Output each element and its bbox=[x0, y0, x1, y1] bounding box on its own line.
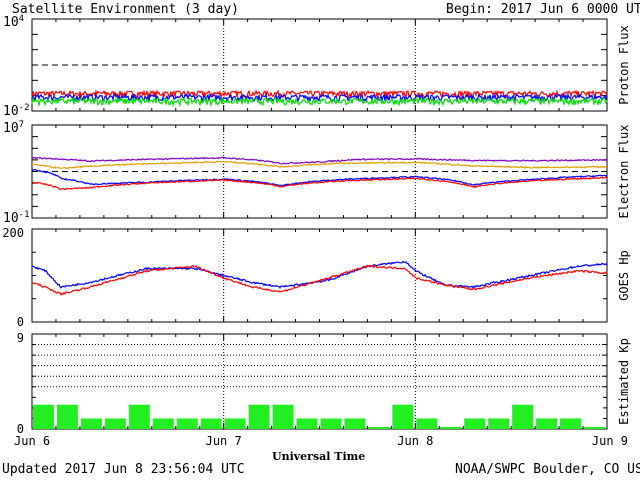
kp-bar bbox=[440, 426, 462, 429]
kp-bar bbox=[272, 404, 294, 429]
kp-bar bbox=[56, 404, 78, 429]
x-tick-label: Jun 8 bbox=[397, 434, 433, 448]
series-line-1 bbox=[31, 92, 608, 104]
panel-frame bbox=[31, 124, 608, 219]
panel-hp: 0 200 GOES Hp bbox=[2, 226, 631, 329]
y-tick-label: 107 bbox=[3, 120, 24, 136]
kp-bar bbox=[368, 426, 390, 429]
y-axis-label: Proton Flux bbox=[617, 25, 631, 104]
y-tick-label: 200 bbox=[2, 226, 24, 240]
kp-bar bbox=[200, 418, 222, 429]
kp-bar bbox=[416, 418, 438, 429]
kp-bar bbox=[248, 404, 270, 429]
y-tick-label: 9 bbox=[17, 331, 24, 345]
kp-bar bbox=[392, 404, 414, 429]
kp-bar bbox=[296, 418, 318, 429]
series-line-3 bbox=[32, 176, 608, 191]
x-axis-label: Universal Time bbox=[272, 450, 366, 463]
y-axis-label: Electron Flux bbox=[617, 125, 631, 219]
begin-timestamp: Begin: 2017 Jun 6 0000 UTC bbox=[446, 2, 640, 17]
kp-bar bbox=[584, 426, 605, 429]
credit-text: NOAA/SWPC Boulder, CO USA bbox=[455, 462, 640, 477]
series-line-0 bbox=[31, 156, 608, 165]
series-line-0 bbox=[32, 260, 608, 289]
x-tick-label: Jun 6 bbox=[14, 434, 50, 448]
updated-timestamp: Updated 2017 Jun 8 23:56:04 UTC bbox=[2, 462, 245, 477]
y-axis-label: GOES Hp bbox=[617, 250, 631, 301]
panel-kp: 0 9 Estimated Kp bbox=[17, 331, 631, 436]
x-tick-label: Jun 7 bbox=[206, 434, 242, 448]
kp-bar bbox=[104, 418, 126, 429]
kp-bar bbox=[176, 418, 198, 429]
series-line-1 bbox=[31, 264, 608, 296]
y-tick-label: 0 bbox=[17, 422, 24, 436]
y-tick-label: 0 bbox=[17, 315, 24, 329]
kp-bar bbox=[536, 418, 558, 429]
kp-bar bbox=[560, 418, 582, 429]
x-tick-label: Jun 9 bbox=[592, 434, 628, 448]
series-line-2 bbox=[31, 168, 608, 187]
kp-bar bbox=[464, 418, 486, 429]
y-axis-label: Estimated Kp bbox=[617, 338, 631, 425]
y-tick-label: 10-1 bbox=[3, 210, 30, 226]
panel-proton: 104 10-2 Proton Flux bbox=[3, 14, 631, 119]
kp-bar bbox=[512, 404, 534, 429]
kp-bar bbox=[128, 404, 150, 429]
y-tick-label: 104 bbox=[3, 14, 24, 30]
series-line-2 bbox=[31, 96, 608, 108]
kp-bar bbox=[33, 404, 54, 429]
kp-bar bbox=[152, 418, 174, 429]
y-tick-label: 10-2 bbox=[3, 103, 30, 119]
panel-electron: 107 10-1 Electron Flux bbox=[3, 120, 631, 226]
kp-bar bbox=[224, 418, 246, 429]
kp-bar bbox=[80, 418, 102, 429]
series-line-1 bbox=[32, 160, 607, 170]
kp-bar bbox=[344, 418, 366, 429]
kp-bar bbox=[488, 418, 510, 429]
kp-bar bbox=[320, 418, 342, 429]
series-line-0 bbox=[31, 89, 608, 100]
figure-title: Satellite Environment (3 day) bbox=[12, 2, 239, 17]
